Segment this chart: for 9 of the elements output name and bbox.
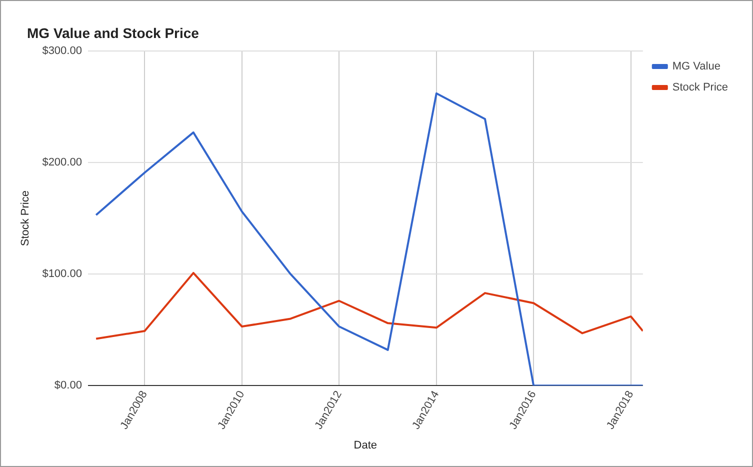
y-tick-label: $300.00 xyxy=(42,45,82,58)
y-tick-label: $0.00 xyxy=(54,380,82,392)
y-axis-title: Stock Price xyxy=(20,190,32,246)
y-tick-label: $200.00 xyxy=(42,156,82,169)
y-tick-label: $100.00 xyxy=(42,268,82,280)
legend-label: Stock Price xyxy=(672,82,728,94)
x-axis-title: Date xyxy=(354,439,378,452)
legend-label: MG Value xyxy=(672,60,720,73)
chart-title: MG Value and Stock Price xyxy=(27,25,199,41)
